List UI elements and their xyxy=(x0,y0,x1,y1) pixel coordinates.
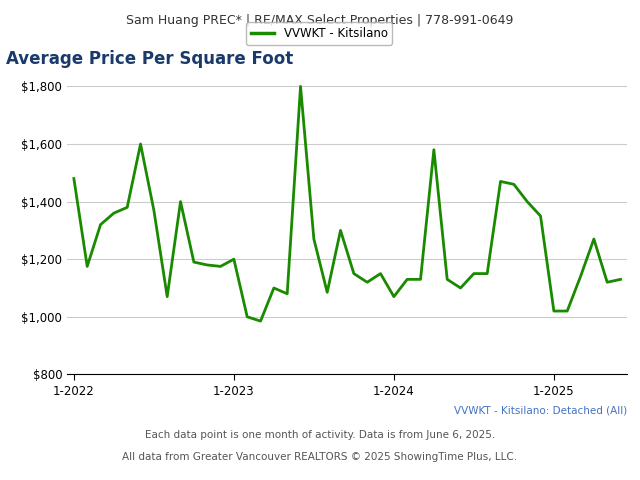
Text: All data from Greater Vancouver REALTORS © 2025 ShowingTime Plus, LLC.: All data from Greater Vancouver REALTORS… xyxy=(122,452,518,462)
Legend: VVWKT - Kitsilano: VVWKT - Kitsilano xyxy=(246,22,392,45)
Text: Average Price Per Square Foot: Average Price Per Square Foot xyxy=(6,50,294,68)
Text: VVWKT - Kitsilano: Detached (All): VVWKT - Kitsilano: Detached (All) xyxy=(454,406,627,416)
Text: Each data point is one month of activity. Data is from June 6, 2025.: Each data point is one month of activity… xyxy=(145,430,495,440)
Text: Sam Huang PREC* | RE/MAX Select Properties | 778-991-0649: Sam Huang PREC* | RE/MAX Select Properti… xyxy=(126,14,514,27)
